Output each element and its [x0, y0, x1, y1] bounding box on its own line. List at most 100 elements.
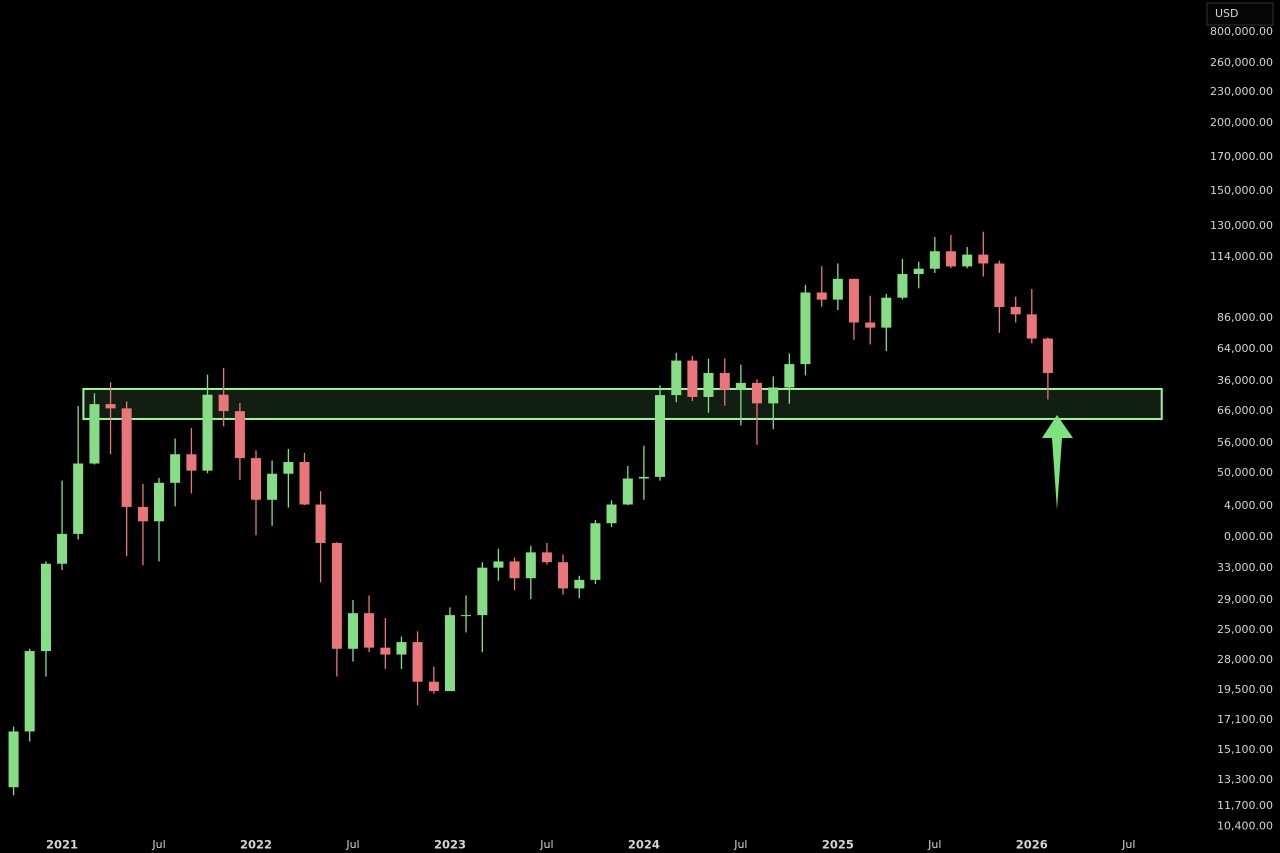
candle-body: [574, 579, 585, 589]
candle-body: [412, 642, 423, 682]
y-tick-label: 130,000.00: [1210, 219, 1273, 232]
candle-body: [250, 458, 262, 500]
candle-body: [654, 395, 666, 477]
candle-body: [57, 533, 68, 564]
candle-body: [186, 454, 197, 471]
y-tick-label: 10,400.00: [1217, 820, 1273, 833]
y-tick-label: 28,000.00: [1217, 653, 1273, 666]
candle-body: [865, 322, 876, 328]
y-tick-label: 230,000.00: [1210, 85, 1273, 98]
candle-body: [784, 364, 795, 388]
candle-body: [994, 263, 1005, 307]
y-tick-label: 11,700.00: [1217, 799, 1273, 812]
candle-body: [509, 561, 520, 579]
candle-body: [40, 563, 51, 652]
y-tick-label: 114,000.00: [1210, 250, 1273, 263]
candle-body: [347, 613, 358, 649]
candle-body: [24, 651, 35, 732]
y-tick-label: 200,000.00: [1210, 116, 1273, 129]
candle-body: [331, 542, 342, 649]
y-tick-label: 15,100.00: [1217, 743, 1273, 756]
candle-body: [832, 278, 843, 300]
x-tick-label: Jul: [927, 838, 941, 851]
y-tick-label: 56,000.00: [1217, 436, 1273, 449]
candle-body: [137, 506, 148, 522]
candle-body: [913, 268, 924, 275]
candle-body: [170, 454, 181, 483]
x-tick-label: Jul: [345, 838, 359, 851]
candle-body: [735, 382, 746, 390]
candle-body: [315, 504, 326, 543]
candle-body: [816, 292, 827, 300]
candle-body: [364, 613, 375, 648]
candle-body: [897, 274, 908, 298]
candle-body: [267, 473, 278, 500]
candle-body: [848, 278, 859, 323]
candle-body: [945, 251, 956, 267]
candle-body: [719, 372, 730, 390]
candle-body: [493, 561, 504, 568]
candle-body: [558, 562, 569, 589]
candle-body: [768, 387, 779, 404]
x-tick-label: Jul: [733, 838, 747, 851]
candle-body: [234, 411, 245, 459]
y-tick-label: 66,000.00: [1217, 404, 1273, 417]
candle-body: [525, 552, 536, 579]
currency-label: USD: [1215, 7, 1239, 20]
candle-body: [929, 251, 940, 269]
x-tick-label: Jul: [1121, 838, 1135, 851]
candle-body: [962, 254, 973, 267]
x-tick-label: 2023: [434, 838, 466, 852]
y-tick-label: 4,000.00: [1224, 499, 1273, 512]
x-tick-label: 2022: [240, 838, 272, 852]
y-tick-label: 50,000.00: [1217, 466, 1273, 479]
candle-body: [89, 404, 100, 464]
y-tick-label: 13,300.00: [1217, 773, 1273, 786]
candle-body: [606, 504, 617, 524]
y-tick-label: 150,000.00: [1210, 184, 1273, 197]
y-tick-label: 25,000.00: [1217, 623, 1273, 636]
candle-body: [105, 404, 116, 409]
y-tick-label: 86,000.00: [1217, 311, 1273, 324]
candle-body: [154, 482, 165, 522]
x-tick-label: Jul: [539, 838, 553, 851]
y-tick-label: 19,500.00: [1217, 683, 1273, 696]
candle-body: [1010, 306, 1021, 315]
y-tick-label: 17,100.00: [1217, 713, 1273, 726]
candle-body: [299, 462, 310, 505]
candle-body: [202, 394, 213, 471]
candle-body: [8, 731, 19, 788]
y-tick-label: 0,000.00: [1224, 530, 1273, 543]
y-tick-label: 29,000.00: [1217, 593, 1273, 606]
support-zone: [82, 387, 1163, 420]
currency-box: [1206, 2, 1274, 26]
y-tick-label: 170,000.00: [1210, 150, 1273, 163]
candle-body: [444, 615, 455, 692]
candle-body: [396, 642, 407, 655]
candle-body: [590, 523, 601, 580]
y-tick-label: 36,000.00: [1217, 374, 1273, 387]
candle-body: [687, 360, 698, 397]
x-tick-label: 2024: [628, 838, 660, 852]
candle-body: [638, 476, 649, 479]
y-tick-label: 64,000.00: [1217, 342, 1273, 355]
y-tick-label: 800,000.00: [1210, 25, 1273, 38]
y-tick-label: 260,000.00: [1210, 56, 1273, 69]
candle-body: [1026, 314, 1037, 339]
arrow: [1042, 415, 1073, 510]
x-tick-label: 2021: [46, 838, 78, 852]
candle-body: [428, 681, 439, 692]
x-tick-label: Jul: [151, 838, 165, 851]
candle-body: [541, 552, 552, 563]
candle-body: [671, 360, 682, 396]
candle-body: [703, 372, 714, 397]
candle-body: [1042, 338, 1053, 373]
candle-body: [800, 292, 811, 365]
candle-body: [622, 478, 633, 505]
candle-body: [881, 297, 892, 328]
candle-body: [461, 615, 472, 617]
candle-body: [477, 567, 488, 616]
